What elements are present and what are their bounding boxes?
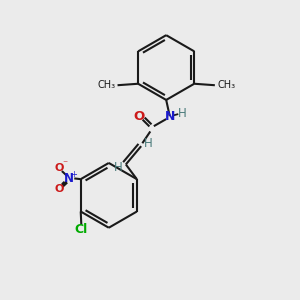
Text: H: H <box>114 161 123 174</box>
Text: O: O <box>55 163 64 173</box>
Text: ⁻: ⁻ <box>62 160 68 170</box>
Text: H: H <box>178 107 187 120</box>
Text: CH₃: CH₃ <box>217 80 235 90</box>
Text: N: N <box>64 172 74 185</box>
Text: O: O <box>55 184 64 194</box>
Text: H: H <box>144 137 153 150</box>
Text: Cl: Cl <box>75 223 88 236</box>
Text: CH₃: CH₃ <box>97 80 115 90</box>
Text: N: N <box>164 110 175 123</box>
Text: +: + <box>70 170 77 179</box>
Text: O: O <box>134 110 145 123</box>
